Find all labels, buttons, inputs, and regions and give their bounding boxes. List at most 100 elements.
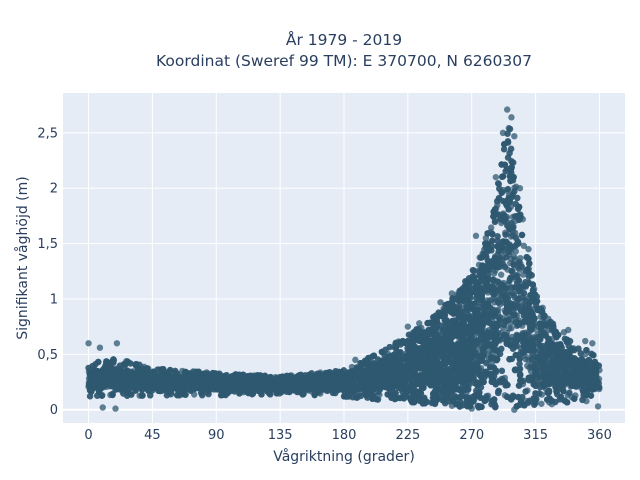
data-point (494, 180, 502, 187)
data-point (476, 272, 483, 279)
data-point (490, 208, 497, 216)
data-point (506, 149, 513, 157)
data-point (583, 346, 590, 354)
data-point (575, 345, 582, 352)
data-point (391, 395, 399, 403)
data-point (485, 245, 492, 252)
data-point (486, 364, 494, 371)
data-point (499, 173, 507, 180)
data-point (128, 391, 135, 398)
data-point (456, 403, 463, 410)
data-point (396, 394, 404, 402)
data-point (477, 277, 484, 285)
data-point (492, 324, 500, 332)
data-point (495, 387, 502, 395)
data-point (103, 358, 110, 365)
data-point (494, 243, 501, 250)
data-point (478, 403, 485, 411)
data-points (85, 106, 603, 413)
data-point (511, 188, 518, 195)
data-point (467, 289, 475, 296)
data-point (374, 396, 382, 403)
data-point (571, 395, 578, 402)
data-point (533, 298, 541, 305)
data-point (218, 391, 225, 398)
data-point (449, 295, 456, 302)
data-point (506, 172, 514, 180)
data-point (506, 125, 514, 133)
data-point (369, 395, 376, 402)
data-point (386, 390, 394, 397)
data-point (501, 161, 509, 168)
data-point (557, 341, 564, 348)
data-point (526, 260, 533, 267)
data-point (474, 381, 481, 389)
data-point (95, 358, 102, 366)
data-point (515, 382, 523, 389)
data-point (362, 391, 370, 399)
data-point (563, 336, 571, 343)
data-point (504, 185, 512, 193)
data-point (500, 146, 508, 153)
data-point (504, 393, 511, 401)
data-point (470, 398, 477, 405)
data-point (406, 395, 414, 402)
data-point (518, 231, 526, 239)
data-point (530, 395, 537, 402)
data-point (465, 298, 472, 305)
data-point (569, 346, 576, 354)
data-point (311, 391, 318, 398)
data-point (516, 372, 524, 379)
data-point (437, 310, 445, 317)
data-point (443, 318, 450, 325)
data-point (517, 398, 525, 406)
data-point (340, 393, 348, 400)
data-point (441, 397, 448, 404)
data-point (495, 194, 503, 202)
data-point (431, 315, 438, 323)
data-point (378, 348, 386, 356)
data-point (109, 391, 116, 399)
data-point (138, 392, 146, 399)
data-point (431, 388, 438, 395)
data-point (195, 368, 202, 376)
data-point (258, 391, 265, 398)
data-point (433, 323, 441, 331)
data-point (392, 344, 400, 351)
data-point (456, 302, 463, 310)
data-point (370, 352, 378, 359)
data-point (463, 394, 470, 401)
data-point (514, 194, 521, 202)
data-point (98, 392, 106, 399)
data-point (465, 386, 472, 393)
data-point (478, 373, 485, 381)
data-point (399, 385, 407, 392)
data-point (486, 370, 494, 378)
data-point (414, 394, 422, 401)
data-point (522, 388, 529, 395)
data-point (163, 392, 171, 399)
data-point (553, 333, 560, 341)
data-point (545, 387, 553, 395)
data-point (431, 400, 439, 407)
data-point (494, 233, 501, 240)
data-point (528, 375, 535, 383)
data-point (182, 391, 189, 398)
data-point (520, 242, 528, 250)
data-point (418, 385, 426, 392)
data-point (577, 350, 584, 357)
data-point (403, 390, 410, 398)
data-point (590, 351, 597, 359)
data-point (498, 367, 506, 375)
data-point (516, 360, 523, 368)
data-point (517, 377, 524, 384)
data-point (353, 394, 361, 401)
data-point (484, 240, 491, 247)
data-point (480, 378, 487, 386)
data-point (566, 389, 573, 397)
data-point (335, 368, 343, 376)
data-point (502, 167, 509, 175)
data-point (469, 266, 477, 274)
data-point (489, 397, 496, 404)
